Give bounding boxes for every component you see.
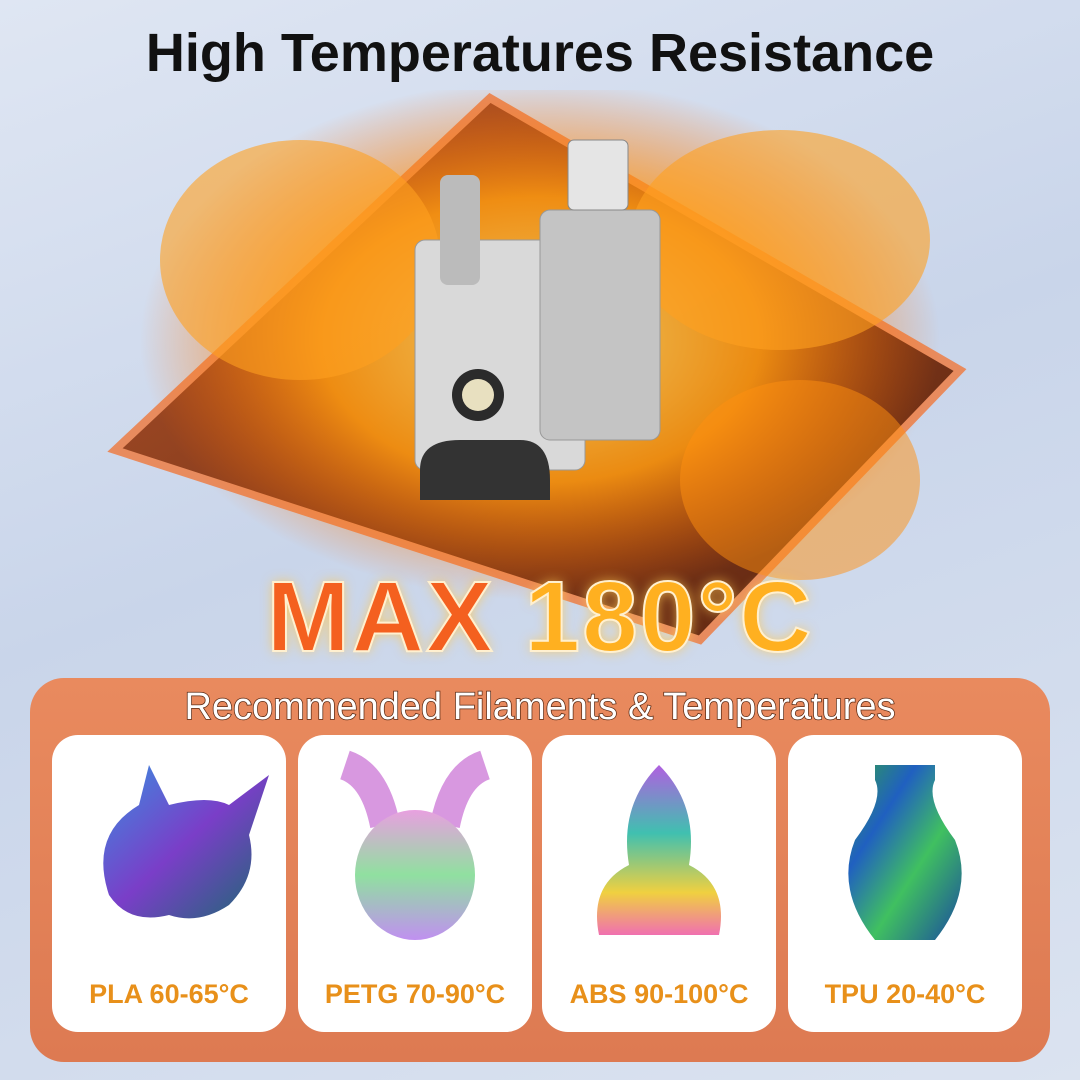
filament-card-petg: PETG 70-90°C xyxy=(298,735,532,1032)
filament-card-tpu: TPU 20-40°C xyxy=(788,735,1022,1032)
filament-panel: Recommended Filaments & Temperatures PLA… xyxy=(30,678,1050,1062)
spiral-vase-image xyxy=(848,765,962,940)
filament-label: PETG 70-90°C xyxy=(324,979,506,1009)
filament-card-pla: PLA 60-65°C xyxy=(52,735,286,1032)
dragon-skull-image xyxy=(103,765,269,919)
flame-cat-image xyxy=(597,765,721,935)
page-title: High Temperatures Resistance xyxy=(145,23,935,83)
panel-title: Recommended Filaments & Temperatures xyxy=(184,685,897,729)
filament-label: PLA 60-65°C xyxy=(89,979,249,1009)
max-temperature: MAX 180°C xyxy=(0,560,1080,675)
hero-image xyxy=(107,90,967,645)
filament-card-abs: ABS 90-100°C xyxy=(542,735,776,1032)
filament-label: ABS 90-100°C xyxy=(569,979,749,1009)
filament-label: TPU 20-40°C xyxy=(824,979,986,1009)
printhead xyxy=(414,139,661,500)
max-label: MAX xyxy=(265,560,495,674)
max-value: 180°C xyxy=(523,560,814,674)
creature-image xyxy=(339,750,491,940)
